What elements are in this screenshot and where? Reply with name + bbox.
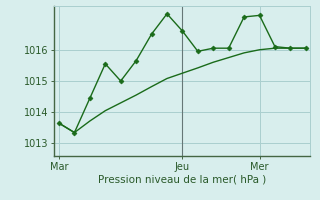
X-axis label: Pression niveau de la mer( hPa ): Pression niveau de la mer( hPa ) — [98, 174, 267, 184]
